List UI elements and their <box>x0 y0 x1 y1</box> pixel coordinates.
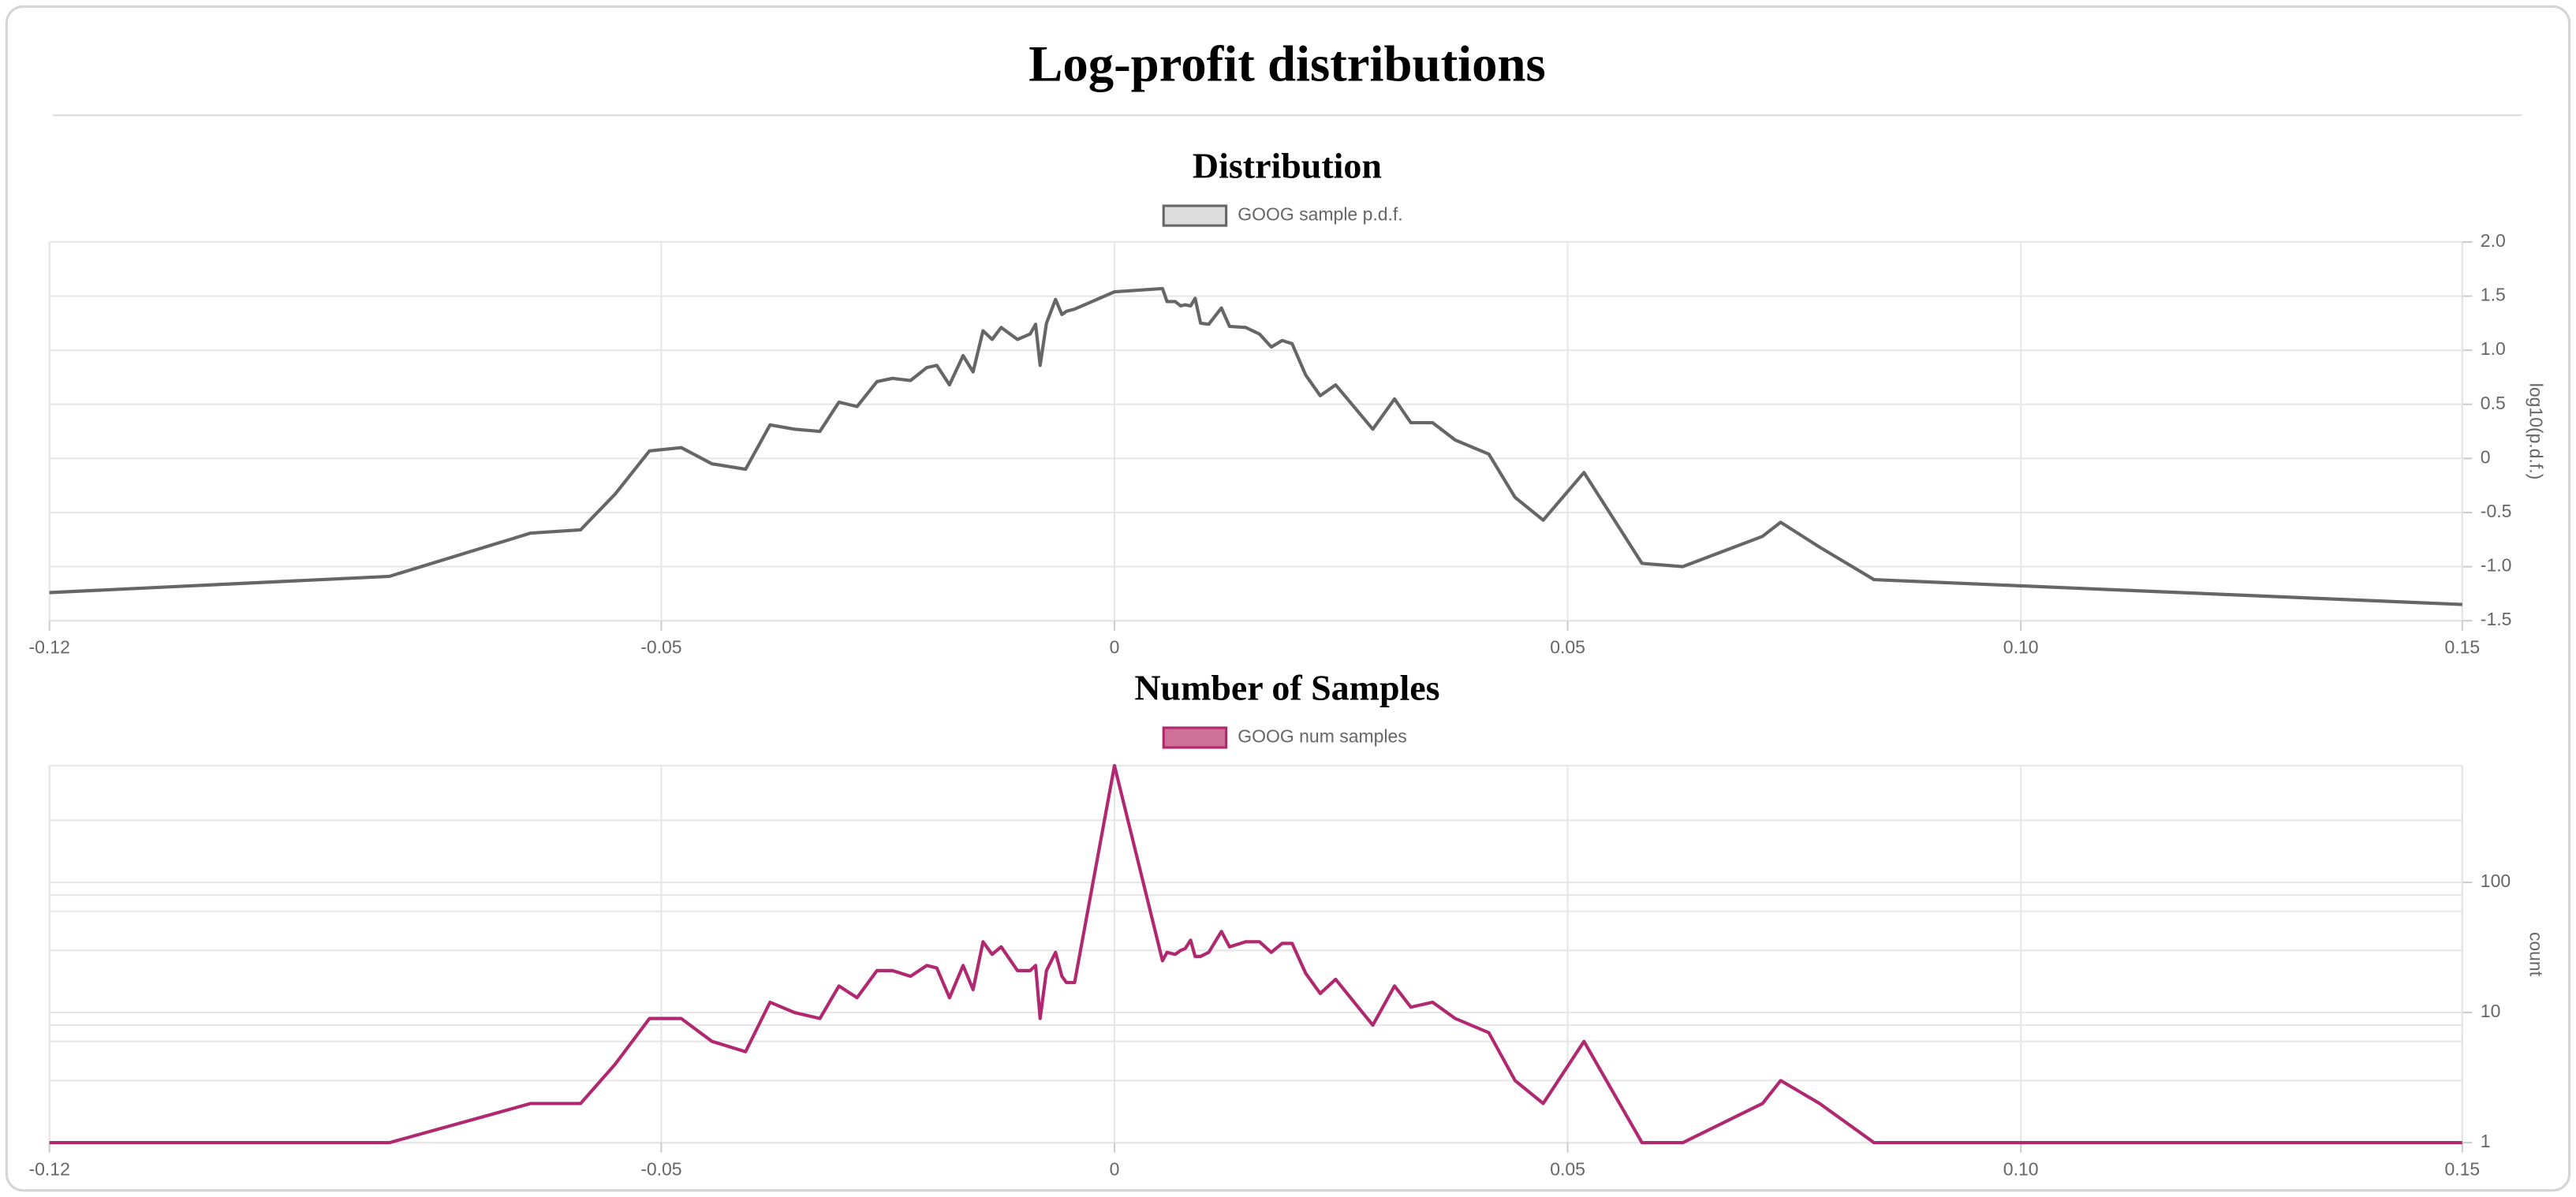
x-tick-label: -0.05 <box>640 637 681 658</box>
y-tick-label: 100 <box>2481 871 2511 891</box>
y-tick-label: 0 <box>2481 446 2491 467</box>
legend-swatch <box>1162 726 1228 749</box>
legend-label: GOOG num samples <box>1238 726 1407 747</box>
x-tick-label: -0.12 <box>28 637 69 658</box>
y-tick-label: 1.0 <box>2481 338 2506 359</box>
legend-swatch <box>1162 204 1228 227</box>
chart-title: Distribution <box>1193 146 1382 186</box>
y-tick-label: -1.0 <box>2481 555 2512 576</box>
x-tick-label: 0.05 <box>1550 637 1585 658</box>
y-axis-title: count <box>2526 932 2547 977</box>
chart-title: Number of Samples <box>1134 668 1439 708</box>
x-tick-label: 0 <box>1110 1159 1120 1180</box>
y-tick-label: 10 <box>2481 1001 2501 1021</box>
x-tick-label: 0.05 <box>1550 1159 1585 1180</box>
y-tick-label: -0.5 <box>2481 501 2512 521</box>
y-tick-label: -1.5 <box>2481 609 2512 629</box>
x-tick-label: 0.15 <box>2444 637 2480 658</box>
x-tick-label: 0 <box>1110 637 1120 658</box>
y-tick-label: 2.0 <box>2481 230 2506 251</box>
data-line <box>49 763 2462 1145</box>
x-tick-label: 0.10 <box>2003 637 2039 658</box>
y-tick-label: 1.5 <box>2481 285 2506 305</box>
y-tick-label: 1 <box>2481 1131 2491 1151</box>
page-title: Log-profit distributions <box>1029 36 1546 93</box>
x-tick-label: -0.05 <box>640 1159 681 1180</box>
y-axis-title: log10(p.d.f.) <box>2526 383 2547 480</box>
legend-label: GOOG sample p.d.f. <box>1238 204 1402 225</box>
data-line <box>49 286 2462 606</box>
x-tick-label: -0.12 <box>28 1159 69 1180</box>
x-tick-label: 0.10 <box>2003 1159 2039 1180</box>
x-tick-label: 0.15 <box>2444 1159 2480 1180</box>
y-tick-label: 0.5 <box>2481 393 2506 413</box>
